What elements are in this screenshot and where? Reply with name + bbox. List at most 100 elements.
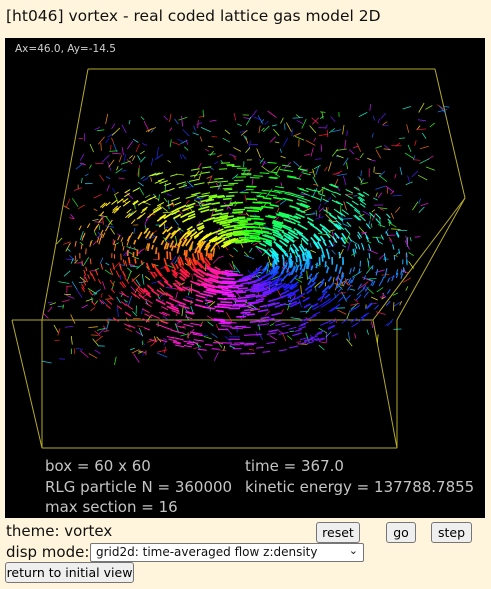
lattice-flow-stroke	[339, 292, 346, 294]
lattice-flow-stroke	[214, 340, 224, 345]
lattice-flow-stroke	[163, 115, 168, 121]
vortex-flow-stroke	[205, 299, 214, 303]
vortex-flow-stroke	[188, 257, 195, 267]
lattice-flow-stroke	[392, 292, 399, 296]
lattice-flow-stroke	[293, 132, 301, 137]
vortex-flow-stroke	[95, 223, 100, 229]
lattice-flow-stroke	[62, 299, 70, 303]
lattice-flow-stroke	[216, 154, 223, 158]
vortex-flow-stroke	[161, 311, 171, 316]
lattice-flow-stroke	[425, 105, 433, 110]
vortex-flow-stroke	[126, 238, 130, 246]
vortex-flow-stroke	[194, 259, 203, 269]
vortex-flow-stroke	[365, 236, 369, 242]
vortex-flow-stroke	[217, 195, 226, 199]
lattice-flow-stroke	[324, 124, 328, 129]
lattice-flow-stroke	[110, 144, 112, 151]
vortex-flow-stroke	[154, 180, 162, 184]
vortex-flow-stroke	[91, 301, 96, 306]
vortex-flow-stroke	[184, 316, 193, 320]
vortex-flow-stroke	[336, 215, 344, 221]
lattice-flow-stroke	[126, 270, 132, 281]
vortex-flow-stroke	[272, 268, 279, 276]
step-button[interactable]: step	[431, 522, 472, 543]
lattice-flow-stroke	[318, 327, 328, 334]
vortex-flow-stroke	[176, 181, 187, 185]
lattice-flow-stroke	[306, 270, 308, 280]
vortex-flow-stroke	[102, 232, 106, 238]
lattice-flow-stroke	[314, 286, 317, 292]
go-button[interactable]: go	[386, 522, 416, 543]
lattice-flow-stroke	[296, 341, 302, 343]
vortex-flow-stroke	[166, 202, 174, 207]
lattice-flow-stroke	[320, 111, 326, 113]
vortex-flow-stroke	[391, 275, 395, 282]
vortex-flow-stroke	[275, 244, 286, 254]
vortex-flow-stroke	[246, 209, 260, 213]
lattice-flow-stroke	[277, 329, 283, 334]
vortex-flow-stroke	[204, 277, 219, 284]
lattice-flow-stroke	[160, 267, 165, 269]
lattice-flow-stroke	[185, 296, 194, 300]
vortex-flow-stroke	[171, 269, 178, 277]
vortex-flow-stroke	[104, 225, 109, 232]
vortex-flow-stroke	[282, 283, 290, 289]
lattice-flow-stroke	[190, 305, 194, 314]
lattice-flow-stroke	[144, 275, 151, 281]
lattice-flow-stroke	[156, 336, 162, 343]
vortex-flow-stroke	[170, 262, 177, 271]
lattice-flow-stroke	[245, 136, 249, 144]
lattice-flow-stroke	[71, 281, 78, 291]
vortex-flow-stroke	[203, 282, 216, 288]
vortex-flow-stroke	[316, 330, 325, 334]
vortex-flow-stroke	[383, 253, 386, 259]
lattice-flow-stroke	[186, 180, 194, 188]
vortex-flow-stroke	[149, 173, 157, 177]
vortex-flow-stroke	[295, 292, 306, 300]
lattice-flow-stroke	[193, 347, 198, 349]
vortex-flow-stroke	[278, 331, 289, 335]
lattice-flow-stroke	[269, 323, 275, 327]
vortex-flow-stroke	[244, 344, 255, 346]
lattice-flow-stroke	[418, 206, 425, 213]
vortex-flow-stroke	[243, 308, 258, 312]
vortex-flow-stroke	[214, 177, 224, 180]
vortex-flow-stroke	[311, 275, 318, 283]
lattice-flow-stroke	[110, 227, 116, 235]
lattice-flow-stroke	[309, 125, 317, 134]
vortex-flow-stroke	[278, 239, 288, 247]
lattice-flow-stroke	[198, 201, 205, 205]
simulation-viewport[interactable]: Ax=46.0, Ay=-14.5 box = 60 x 60 time = 3…	[5, 38, 485, 518]
vortex-flow-stroke	[185, 210, 196, 216]
vortex-flow-stroke	[398, 248, 401, 254]
lattice-flow-stroke	[129, 155, 133, 159]
lattice-flow-stroke	[380, 113, 386, 120]
lattice-flow-stroke	[146, 235, 156, 241]
vortex-flow-stroke	[287, 236, 295, 243]
return-to-initial-view-button[interactable]: return to initial view	[5, 562, 134, 583]
disp-mode-select[interactable]: grid2d: time-averaged flow z:density ⌄	[90, 543, 364, 562]
vortex-flow-stroke	[122, 201, 129, 207]
lattice-flow-stroke	[166, 193, 172, 197]
vortex-flow-stroke	[310, 314, 317, 319]
lattice-flow-stroke	[211, 136, 218, 138]
lattice-flow-stroke	[63, 270, 71, 277]
vortex-flow-stroke	[193, 230, 204, 238]
reset-button[interactable]: reset	[316, 522, 360, 543]
vortex-flow-stroke	[258, 281, 273, 290]
vortex-flow-stroke	[267, 317, 275, 321]
vortex-flow-stroke	[329, 183, 338, 189]
lattice-flow-stroke	[248, 140, 251, 151]
vortex-flow-stroke	[135, 283, 141, 289]
lattice-flow-stroke	[412, 201, 419, 211]
vortex-flow-stroke	[360, 313, 368, 319]
simulation-canvas[interactable]	[5, 38, 485, 518]
lattice-flow-stroke	[100, 142, 102, 151]
vortex-flow-stroke	[184, 269, 191, 276]
time-stat: time = 367.0	[245, 457, 344, 475]
vortex-flow-stroke	[349, 268, 352, 275]
vortex-flow-stroke	[78, 225, 82, 231]
vortex-flow-stroke	[328, 213, 337, 220]
vortex-flow-stroke	[260, 267, 269, 275]
vortex-flow-stroke	[243, 334, 254, 336]
